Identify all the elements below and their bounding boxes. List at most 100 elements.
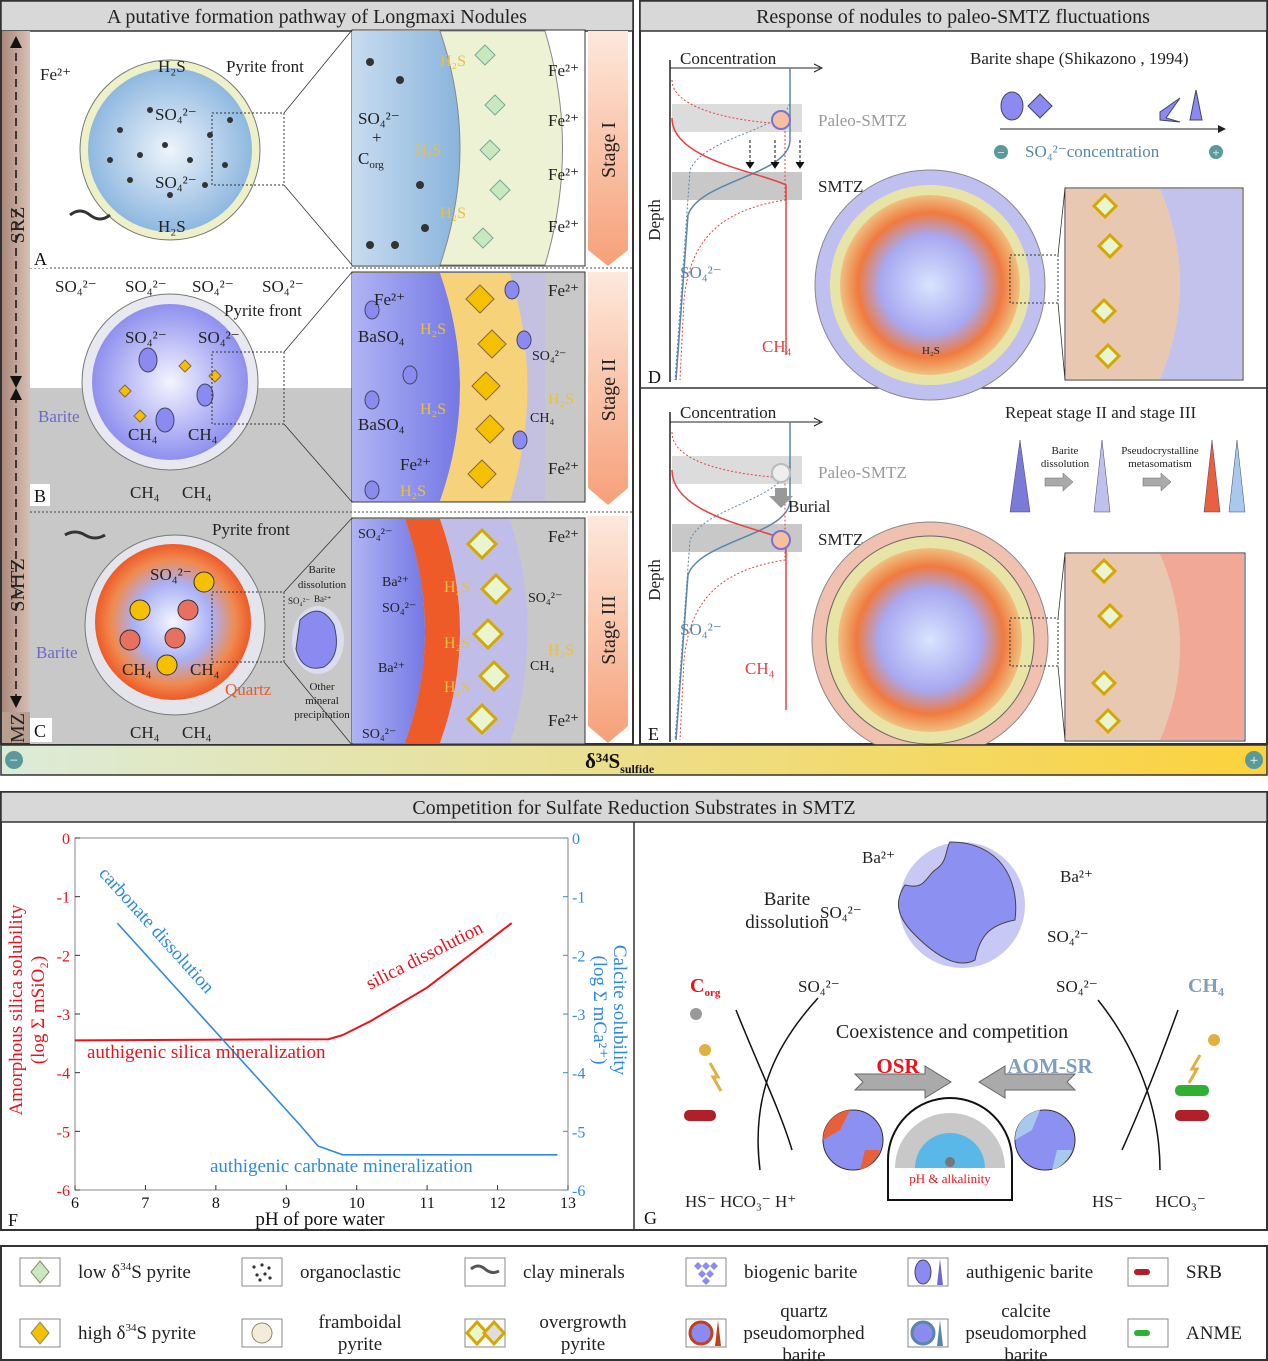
label-other-mineral: Other	[309, 681, 334, 693]
panel-letter-a: A	[34, 249, 47, 269]
label-so4: SO₄²⁻	[155, 105, 197, 124]
legend-item: SRB	[1127, 1257, 1222, 1287]
right-panel: Response of nodules to paleo-SMTZ fluctu…	[639, 0, 1268, 759]
label-h2s: H₂S	[444, 679, 470, 696]
annotation-silica-mineralization: authigenic silica mineralization	[87, 1042, 326, 1063]
label-other-mineral: mineral	[305, 695, 339, 707]
axis-concentration: Concentration	[680, 403, 777, 422]
label-pseudocrystalline: Pseudocrystalline	[1121, 445, 1199, 457]
axis-concentration: Concentration	[680, 49, 777, 68]
minus-icon	[994, 145, 1008, 159]
label-ch4-curve: CH₄	[762, 337, 792, 356]
label-so4-curve: SO₄²⁻	[680, 263, 722, 282]
y-tick-label: 0	[62, 831, 70, 848]
legend-label: pyrite	[561, 1334, 605, 1355]
label-barite-dissolution: Barite	[764, 889, 810, 910]
plus-icon	[1209, 145, 1223, 159]
panel-g: Barite dissolution Ba²⁺ SO₄²⁻ Ba²⁺ SO₄²⁻…	[644, 841, 1224, 1228]
label-so4-curve: SO₄²⁻	[680, 620, 722, 639]
label-barite-dissolution: Barite	[309, 564, 336, 576]
label-so4: SO₄²⁻	[150, 565, 192, 584]
panel-letter-c: C	[34, 721, 46, 741]
barite-shape-title: Barite shape (Shikazono , 1994)	[970, 49, 1189, 68]
panel-letter-d: D	[648, 367, 661, 387]
legend-label: barite	[782, 1345, 825, 1361]
plus-sign: +	[1250, 753, 1258, 769]
legend-label: SRB	[1186, 1262, 1222, 1283]
legend-item: authigenic barite	[907, 1257, 1093, 1287]
label-h2s: H₂S	[444, 579, 470, 596]
label-barite-dissolution: dissolution	[745, 912, 829, 933]
label-h2s: H₂S	[420, 401, 446, 418]
label-ba: Ba²⁺	[1060, 867, 1093, 886]
label-so4: SO₄²⁻	[382, 601, 416, 616]
series-calcite-line	[116, 922, 558, 1156]
label-ch4: CH₄	[122, 660, 152, 679]
panel-letter-f: F	[8, 1210, 18, 1230]
osr-arrow-icon	[853, 1065, 952, 1099]
label-quartz: Quartz	[225, 680, 272, 699]
y2-tick-label: -1	[572, 890, 585, 907]
legend-item: high δ34S pyrite	[19, 1318, 196, 1348]
panel-a: Fe²⁺ H₂S Pyrite front SO₄²⁻ SO₄²⁻ H₂S A …	[30, 29, 586, 269]
label-h2s: H₂S	[444, 635, 470, 652]
label-paleo-smtz: Paleo-SMTZ	[818, 463, 907, 482]
label-corg: Corg	[358, 149, 384, 171]
x-tick-label: 7	[141, 1195, 149, 1212]
legend-item: biogenic barite	[685, 1257, 857, 1287]
label-other-mineral: precipitation	[294, 709, 350, 721]
label-so4: SO₄²⁻	[358, 527, 392, 542]
label-products-osr: HS⁻ HCO₃⁻ H⁺	[685, 1192, 796, 1211]
label-ba: Ba²⁺	[314, 594, 332, 604]
label-fe: Fe²⁺	[548, 459, 579, 478]
label-h2s: H₂S	[158, 217, 186, 236]
label-so4: SO₄²⁻	[1056, 977, 1098, 996]
label-h2s: H₂S	[548, 642, 574, 659]
x-tick-label: 9	[282, 1195, 290, 1212]
label-ch4: CH₄	[182, 723, 212, 742]
label-ch4: CH₄	[130, 723, 160, 742]
label-barite-dissolution: dissolution	[298, 579, 347, 591]
label-hco3: HCO₃⁻	[1155, 1192, 1206, 1211]
label-h2s: H₂S	[440, 205, 466, 222]
nodule-d	[840, 195, 1020, 375]
y-tick-label: -6	[57, 1183, 70, 1200]
label-h2s: H₂S	[415, 142, 441, 159]
left-panel-title: A putative formation pathway of Longmaxi…	[107, 6, 527, 28]
legend-label: calcite	[1001, 1301, 1051, 1322]
y2-axis-label-unit: (log Σ mCa²⁺)	[589, 955, 610, 1064]
legend-label: authigenic barite	[966, 1262, 1093, 1283]
y2-tick-label: -3	[572, 1007, 585, 1024]
label-so4: SO₄²⁻	[820, 903, 862, 922]
annotation-carbonate-mineralization: authigenic carbnate mineralization	[210, 1156, 473, 1177]
zone-label-mz: MZ	[7, 713, 29, 743]
label-hs: HS⁻	[1092, 1192, 1123, 1211]
panel-d: Concentration Depth Paleo-SMTZ SMTZ SO₄²…	[645, 49, 1244, 401]
label-ch4: CH₄	[530, 411, 554, 426]
label-ba: Ba²⁺	[862, 848, 895, 867]
label-barite-dissolution: Barite	[1052, 445, 1079, 457]
x-axis-label: pH of pore water	[255, 1209, 385, 1230]
label-ba: Ba²⁺	[382, 575, 409, 590]
panel-b: SO₄²⁻ SO₄²⁻ SO₄²⁻ SO₄²⁻ Pyrite front SO₄…	[30, 271, 586, 506]
label-ch4: CH₄	[188, 425, 218, 444]
label-fe: Fe²⁺	[400, 455, 431, 474]
zone-label-srz: SRZ	[7, 207, 29, 244]
label-pyrite-front: Pyrite front	[226, 57, 304, 76]
label-fe: Fe²⁺	[548, 61, 579, 80]
label-so4: SO₄²⁻	[798, 977, 840, 996]
label-coexistence: Coexistence and competition	[836, 1021, 1068, 1043]
label-barite-dissolution: dissolution	[1041, 458, 1090, 470]
label-so4-concentration: SO₄²⁻concentration	[1025, 142, 1160, 161]
label-so4: SO₄²⁻	[198, 328, 240, 347]
nodule-a	[88, 68, 252, 232]
label-pyrite-front: Pyrite front	[224, 301, 302, 320]
label-baso4: BaSO₄	[358, 415, 405, 434]
legend-item: clay minerals	[464, 1257, 625, 1287]
label-h2s: H₂S	[548, 391, 574, 408]
legend-label: pyrite	[338, 1334, 382, 1355]
left-panel-title-bar	[0, 0, 634, 32]
